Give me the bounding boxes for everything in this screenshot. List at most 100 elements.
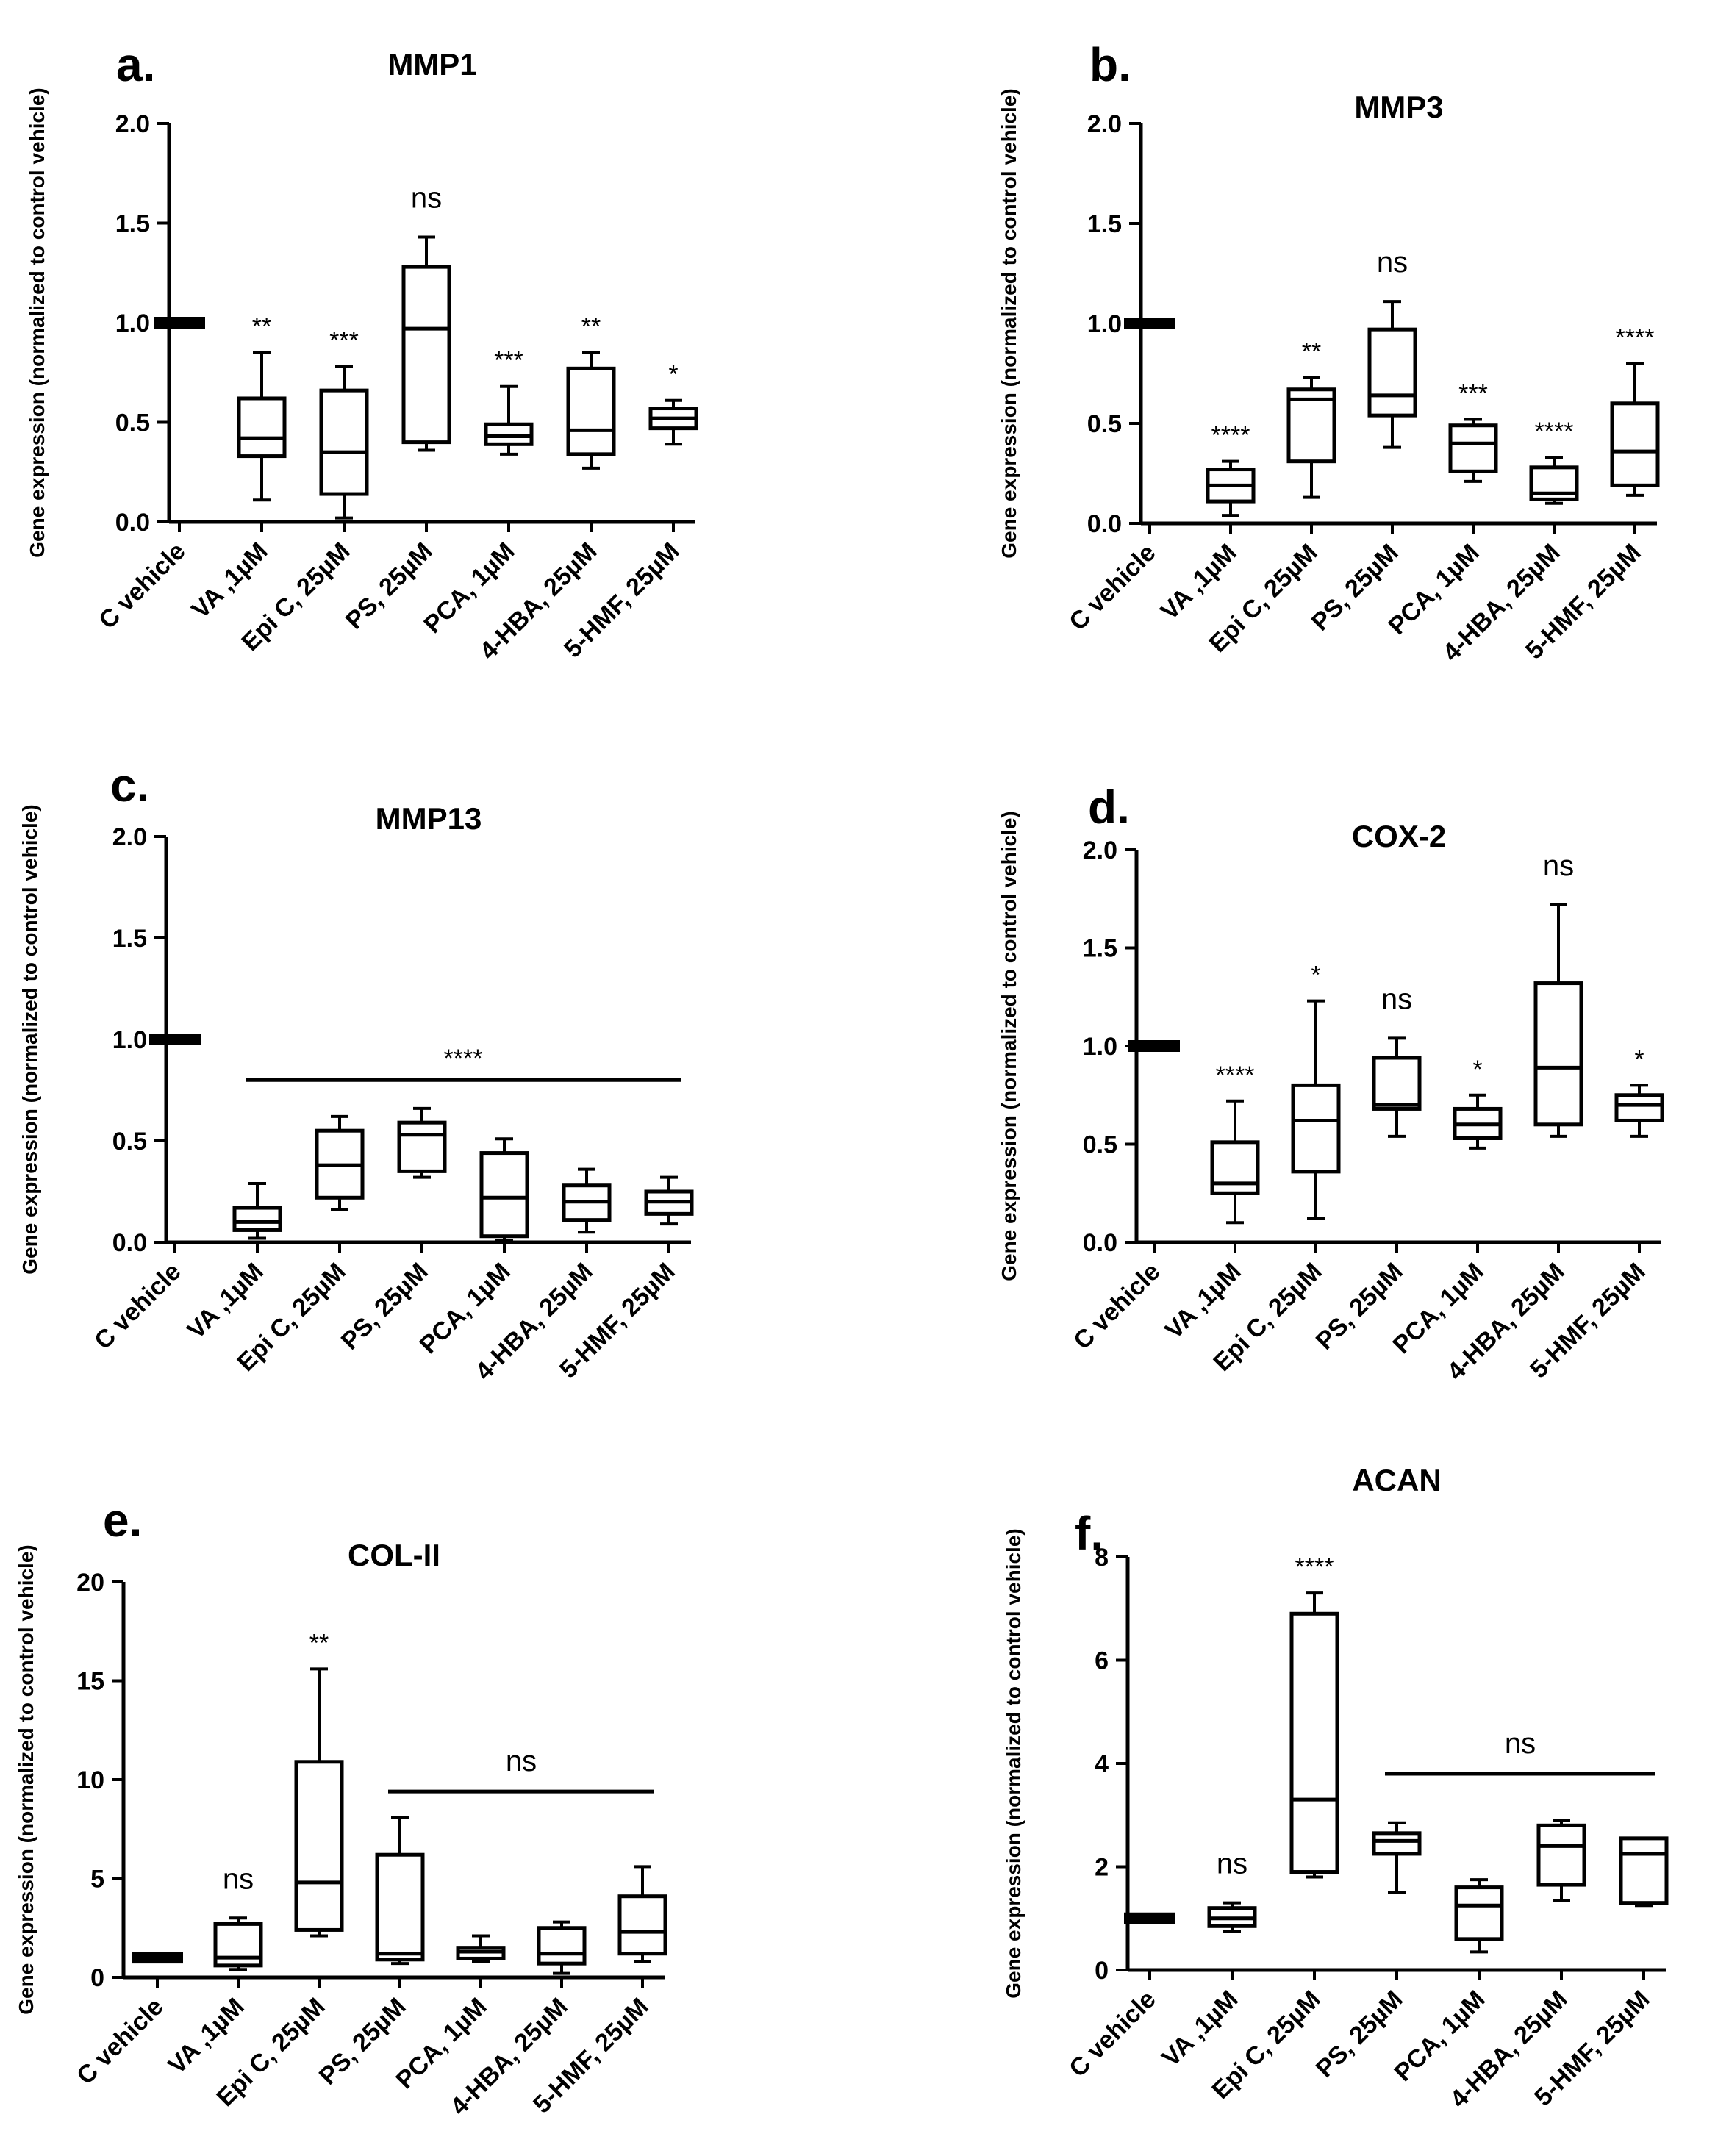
box-plot <box>1289 1591 1339 1879</box>
y-tick-label: 1.0 <box>1083 1033 1117 1061</box>
iqr-box <box>1448 423 1498 473</box>
significance-label: **** <box>1295 1553 1334 1581</box>
box-plot <box>618 1865 667 1963</box>
panel-e: e. COL-II 0 5 10 15 20 Gene expression (normali… <box>15 1494 667 2121</box>
control-bar <box>1124 318 1175 329</box>
chart-title: ACAN <box>1352 1463 1441 1497</box>
box-plot <box>213 1916 263 1971</box>
box-plot <box>456 1934 506 1963</box>
iqr-box <box>1372 1831 1422 1856</box>
box-plot <box>1206 459 1256 517</box>
box-plot <box>149 1034 201 1045</box>
box-plot <box>479 1137 529 1242</box>
y-tick-label: 0 <box>90 1964 104 1992</box>
box-plot <box>294 1667 344 1938</box>
iqr-box <box>1610 401 1660 487</box>
x-tick-label: VA ,1µM <box>182 1258 268 1344</box>
iqr-box <box>375 1852 425 1962</box>
iqr-box <box>401 265 451 445</box>
box-plot <box>1286 376 1336 499</box>
significance-label: **** <box>1535 418 1574 445</box>
box-plot <box>484 384 534 456</box>
panel-b: b. MMP3 0.0 0.5 1.0 1.5 2.0 Gene expression (no… <box>998 38 1660 667</box>
y-tick-label: 10 <box>76 1766 104 1794</box>
significance-label: **** <box>1616 323 1655 351</box>
iqr-box <box>1619 1836 1669 1905</box>
chart-title: MMP1 <box>387 47 476 82</box>
box-plot <box>1619 1836 1669 1908</box>
significance-label: * <box>1311 961 1320 989</box>
y-tick-label: 2 <box>1095 1854 1109 1882</box>
y-tick-label: 4 <box>1095 1750 1109 1778</box>
y-axis-label: Gene expression (normalized to control v… <box>998 811 1020 1281</box>
box-plot <box>1448 418 1498 483</box>
box-plot <box>1533 903 1583 1138</box>
control-bar <box>1128 1040 1180 1052</box>
iqr-box <box>232 1206 282 1232</box>
significance-label: ns <box>411 182 442 214</box>
y-tick-label: 2.0 <box>1083 837 1117 864</box>
chart-title: COL-II <box>348 1538 440 1572</box>
x-tick-label: VA ,1µM <box>186 537 273 624</box>
significance-label: ns <box>1381 983 1412 1015</box>
iqr-box <box>566 366 616 456</box>
control-bar <box>154 317 205 329</box>
significance-label: **** <box>1216 1061 1255 1089</box>
box-plot <box>1207 1901 1257 1933</box>
y-tick-label: 1.5 <box>1087 210 1122 238</box>
y-axis-label: Gene expression (normalized to control v… <box>998 88 1020 559</box>
y-tick-label: 1.0 <box>112 1026 147 1054</box>
panel-label: e. <box>103 1494 142 1547</box>
iqr-box <box>1367 327 1417 418</box>
y-tick-label: 0.5 <box>115 409 150 437</box>
box-plot <box>566 351 616 470</box>
iqr-box <box>1614 1093 1664 1122</box>
y-tick-label: 1.5 <box>112 925 147 953</box>
box-plot <box>1453 1093 1503 1150</box>
significance-label: ns <box>1543 850 1574 882</box>
iqr-box <box>1286 387 1336 464</box>
box-plot <box>1536 1819 1586 1902</box>
iqr-box <box>1291 1083 1341 1174</box>
box-plot <box>401 235 451 452</box>
iqr-box <box>537 1926 587 1966</box>
significance-label: * <box>668 361 678 389</box>
chart-title: MMP3 <box>1354 90 1443 124</box>
box-plot <box>397 1106 447 1179</box>
y-tick-label: 2.0 <box>112 823 147 851</box>
panel-f: f. ACAN 0 2 4 6 8 Gene expression (normalized t… <box>1002 1463 1669 2113</box>
box-plot <box>562 1167 612 1234</box>
y-tick-label: 0.0 <box>115 509 150 537</box>
control-bar <box>1124 1912 1175 1924</box>
x-tick-label: VA ,1µM <box>1156 1985 1243 2072</box>
panel-label: a. <box>116 38 155 91</box>
y-axis-label: Gene expression (normalized to control v… <box>26 87 49 558</box>
y-tick-label: 2.0 <box>115 110 150 138</box>
y-tick-label: 5 <box>90 1866 104 1894</box>
y-tick-label: 8 <box>1095 1544 1109 1572</box>
box-plot <box>1372 1821 1422 1894</box>
y-tick-label: 0.0 <box>112 1229 147 1257</box>
box-plot <box>375 1816 425 1966</box>
box-plot <box>1529 456 1579 505</box>
x-tick-label: C vehicle <box>1064 1985 1161 2082</box>
iqr-box <box>1536 1823 1586 1887</box>
control-bar <box>149 1034 201 1045</box>
box-plot <box>1610 362 1660 497</box>
bracket-label: ns <box>1505 1727 1536 1760</box>
box-plot <box>154 317 205 329</box>
iqr-box <box>484 422 534 446</box>
box-plot <box>1210 1099 1260 1225</box>
chart-title: COX-2 <box>1352 819 1446 853</box>
significance-label: *** <box>329 327 359 355</box>
y-tick-label: 0.5 <box>1087 410 1122 438</box>
panel-a: a. MMP1 0.0 0.5 1.0 1.5 2.0 Gene expression (no… <box>26 38 698 665</box>
panel-label: d. <box>1088 781 1130 834</box>
y-tick-label: 1.5 <box>1083 935 1117 963</box>
iqr-box <box>319 388 369 496</box>
significance-label: ** <box>309 1629 329 1657</box>
significance-label: * <box>1634 1045 1644 1073</box>
y-tick-label: 1.0 <box>1087 310 1122 338</box>
iqr-box <box>237 396 287 459</box>
y-tick-label: 0 <box>1095 1957 1109 1985</box>
